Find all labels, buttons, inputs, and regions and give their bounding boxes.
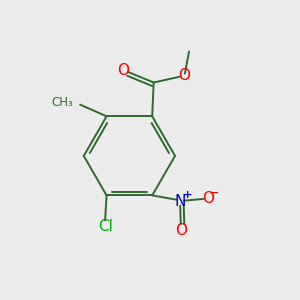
Text: CH₃: CH₃ [52,96,74,109]
Text: Cl: Cl [98,219,112,234]
Text: O: O [117,63,129,78]
Text: O: O [178,68,190,82]
Text: N: N [175,194,186,209]
Text: O: O [175,223,187,238]
Text: −: − [209,187,219,200]
Text: +: + [183,190,192,200]
Text: O: O [202,191,214,206]
